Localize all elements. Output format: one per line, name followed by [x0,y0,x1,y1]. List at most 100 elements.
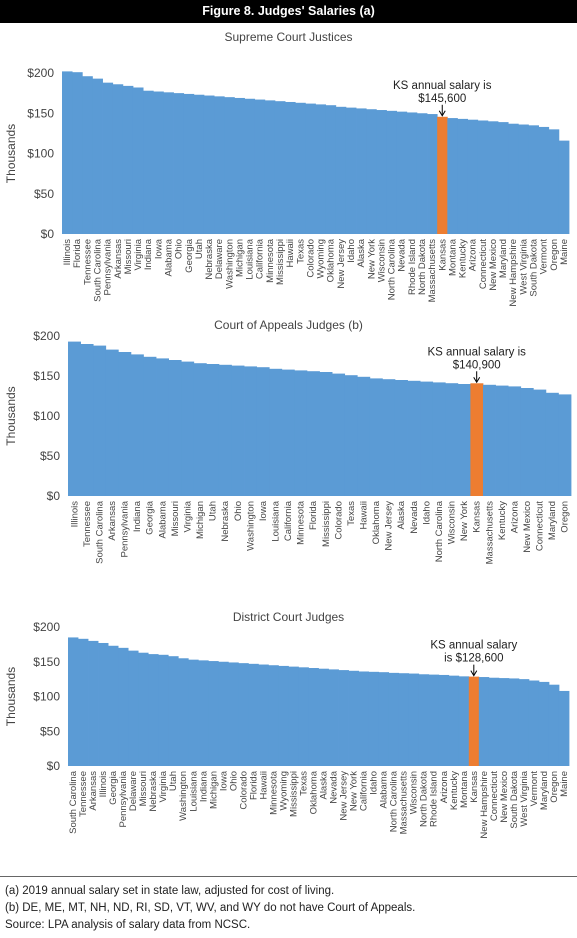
x-tick-label: Arizona [439,770,450,803]
x-tick-label: Oklahoma [308,770,319,814]
x-tick-label: Kansas [472,501,483,533]
x-tick-label: North Carolina [389,770,400,832]
x-tick-label: Maryland [539,771,550,810]
bar [508,123,519,234]
x-tick-label: Montana [459,770,470,808]
x-tick-label: Connecticut [535,501,546,552]
y-axis-label: Thousands [4,124,18,183]
x-tick-label: Georgia [108,770,119,805]
x-tick-label: South Carolina [92,238,103,302]
x-tick-label: Missouri [138,771,149,806]
bar [173,93,185,234]
bar [448,675,460,766]
x-tick-label: Nevada [409,500,420,533]
x-tick-label: Mississippi [321,501,332,547]
x-tick-label: California [283,500,294,541]
x-tick-label: Colorado [238,771,249,810]
bar [332,373,346,496]
x-tick-label: Nebraska [220,500,231,541]
bar [498,122,509,234]
x-tick-label: West Virginia [519,770,530,826]
bar [488,677,500,766]
bar [345,107,357,234]
bar [108,645,119,766]
x-tick-label: Mississippi [275,239,286,285]
bar [278,665,289,766]
bar [437,116,448,234]
x-tick-label: Michigan [208,771,219,809]
bar [344,375,358,496]
x-tick-label: North Dakota [417,238,428,295]
bar [325,105,337,234]
bar [447,118,458,234]
bar [224,97,235,235]
figure-title: Figure 8. Judges' Salaries (a) [0,0,577,23]
bar [269,368,283,496]
x-tick-label: Utah [168,771,179,791]
bar [68,341,81,496]
x-tick-label: Tennessee [82,239,93,285]
bar [203,95,215,234]
bar [244,366,258,496]
x-tick-label: Louisiana [270,500,281,541]
x-tick-label: Washington [245,501,256,551]
bar [62,71,73,234]
bar [386,110,398,234]
bar [305,103,316,234]
bar [93,345,107,496]
bar [268,665,279,766]
x-tick-label: Kansas [469,771,480,803]
x-tick-label: New Jersey [339,771,350,821]
y-axis-label: Thousands [4,386,18,445]
x-tick-label: Kansas [437,239,448,271]
bar [508,386,522,496]
x-tick-label: New York [459,501,470,541]
x-tick-label: New Mexico [488,239,499,291]
bar [231,365,245,496]
bar [394,380,408,496]
bar [396,111,408,234]
bar [315,104,327,235]
chart-svg: Thousands $0 $50 $100 $150 $200 South Carolina… [4,620,570,839]
bar [548,129,560,234]
x-tick-label: Alaska [319,770,330,799]
bar [467,119,479,234]
x-tick-label: Idaho [421,501,432,525]
chart-svg: Thousands $0 $50 $100 $150 $200 Illinois Florid… [4,66,570,307]
bar [156,358,169,496]
bar [163,92,174,234]
bar [298,667,309,766]
footnote-b: (b) DE, ME, MT, NH, ND, RI, SD, VT, WV, … [5,902,416,914]
bar [295,102,306,234]
bar [366,109,377,234]
bar [138,652,149,766]
bar [348,670,359,766]
x-tick-label: Texas [346,501,357,526]
y-tick-label: $50 [34,187,54,201]
bar [288,666,299,766]
bar [112,84,124,234]
annotation-line-2: $145,600 [418,93,466,105]
x-tick-label: Oregon [560,501,571,533]
footnotes: (a) 2019 annual salary set in state law,… [0,876,577,934]
bar [238,663,249,766]
x-tick-label: Iowa [153,238,164,259]
bar [382,379,396,496]
bar [418,674,430,766]
chart-title: Supreme Court Justices [224,30,353,44]
bar [92,78,103,234]
x-tick-label: Tennessee [78,771,89,817]
bar [285,101,296,234]
x-tick-label: Kentucky [449,771,460,810]
bar [158,654,169,766]
chart-title: District Court Judges [232,610,345,624]
bar [428,674,440,766]
x-tick-label: Alaska [356,238,367,267]
bar [98,642,109,766]
x-tick-label: Wyoming [316,239,327,279]
bar [545,392,559,496]
x-tick-label: Pennsylvania [103,238,114,295]
x-tick-label: Michigan [234,239,245,277]
x-tick-label: South Dakota [509,770,520,828]
x-tick-label: New Hampshire [508,239,519,307]
